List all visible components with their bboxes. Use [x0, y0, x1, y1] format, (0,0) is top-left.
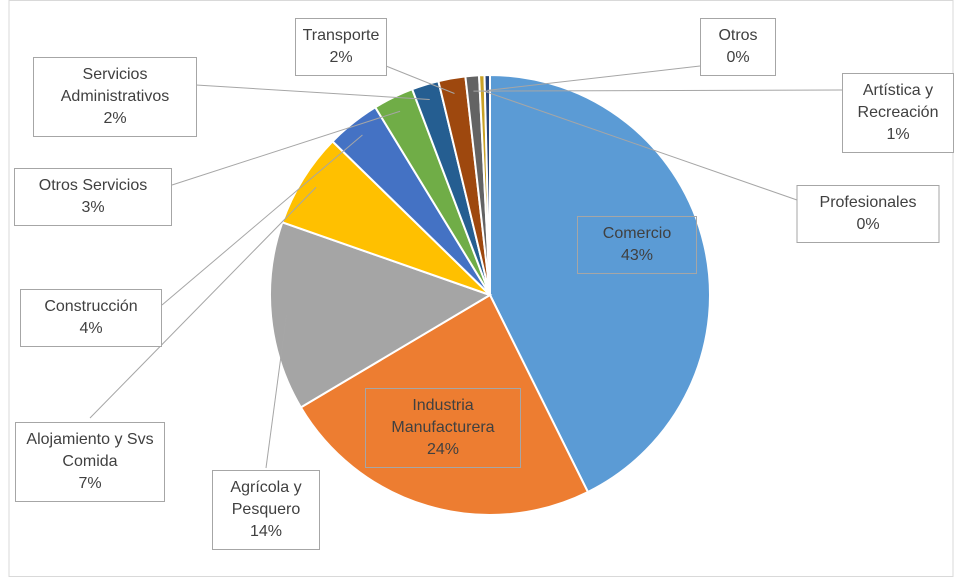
data-label: Transporte 2% — [295, 18, 387, 76]
leader-line — [265, 315, 287, 469]
slice-value: 7% — [78, 475, 102, 492]
slice-value: 4% — [79, 320, 103, 337]
slice-value: 2% — [329, 49, 353, 66]
data-label: Agrícola y Pesquero 14% — [212, 470, 320, 550]
slice-name: Otros Servicios — [38, 177, 148, 194]
pie-slice — [269, 221, 493, 409]
data-label: Otros 0% — [700, 18, 776, 76]
data-label: Industria Manufacturera 24% — [365, 388, 521, 468]
leader-line — [482, 90, 798, 201]
slice-name: Otros — [718, 27, 758, 44]
leader-line — [171, 110, 401, 186]
leader-line — [89, 186, 317, 419]
data-label: Alojamiento y Svs Comida 7% — [15, 422, 165, 502]
slice-value: 24% — [426, 441, 460, 458]
leader-line — [487, 65, 701, 91]
pie-slice — [489, 73, 711, 494]
leader-line — [385, 65, 455, 94]
slice-value: 43% — [620, 247, 654, 264]
data-label: Construcción 4% — [20, 289, 162, 347]
slice-name: Artística y Recreación — [857, 82, 939, 121]
slice-name: Profesionales — [819, 194, 917, 211]
slice-value: 0% — [726, 49, 750, 66]
slice-name: Construcción — [44, 298, 138, 315]
slice-value: 3% — [81, 199, 105, 216]
slice-name: Servicios Administrativos — [60, 66, 170, 105]
slice-name: Agrícola y Pesquero — [230, 479, 302, 518]
leader-line — [161, 134, 363, 306]
data-label: Otros Servicios 3% — [14, 168, 172, 226]
leader-line — [195, 84, 430, 100]
data-label: Artística y Recreación 1% — [842, 73, 954, 153]
data-label: Profesionales 0% — [796, 185, 940, 243]
slice-value: 0% — [856, 216, 880, 233]
leader-line — [473, 89, 843, 92]
data-label: Comercio 43% — [577, 216, 697, 274]
slice-name: Comercio — [602, 225, 672, 242]
slice-name: Industria Manufacturera — [391, 397, 495, 436]
slice-name: Alojamiento y Svs Comida — [26, 431, 154, 470]
data-label: Servicios Administrativos 2% — [33, 57, 197, 137]
slice-value: 2% — [103, 110, 127, 127]
pie-slice — [299, 293, 590, 516]
slice-name: Transporte — [302, 27, 380, 44]
slice-value: 1% — [886, 126, 910, 143]
slice-value: 14% — [249, 523, 283, 540]
pie-slice — [483, 73, 491, 296]
